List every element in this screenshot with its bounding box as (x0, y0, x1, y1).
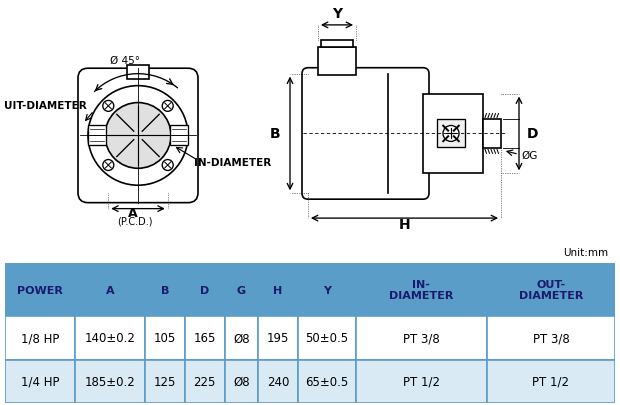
Text: B: B (269, 127, 280, 141)
Bar (75, 263, 145, 316)
Bar (5, 316, 75, 360)
Circle shape (162, 160, 173, 171)
Text: Ø8: Ø8 (233, 375, 250, 388)
Text: D: D (200, 285, 210, 295)
Text: Ø 45°: Ø 45° (110, 56, 140, 66)
Bar (224, 263, 258, 316)
Text: Ø8: Ø8 (233, 332, 250, 345)
Bar (5, 263, 75, 316)
Bar (423, 94, 483, 174)
Text: H: H (399, 217, 410, 232)
Bar (356, 263, 487, 316)
Text: Y: Y (323, 285, 331, 295)
Text: PT 1/2: PT 1/2 (403, 375, 440, 388)
Bar (145, 360, 185, 403)
Bar (487, 316, 615, 360)
FancyBboxPatch shape (78, 69, 198, 203)
Bar (88, 126, 106, 146)
Bar (318, 48, 356, 75)
Text: 1/4 HP: 1/4 HP (21, 375, 60, 388)
Bar (258, 263, 298, 316)
Text: 165: 165 (193, 332, 216, 345)
Bar (224, 360, 258, 403)
Bar (75, 316, 145, 360)
Text: 140±0.2: 140±0.2 (85, 332, 136, 345)
Text: B: B (161, 285, 169, 295)
Text: UIT-DIAMETER: UIT-DIAMETER (4, 100, 87, 110)
Text: 185±0.2: 185±0.2 (85, 375, 136, 388)
Text: Y: Y (332, 7, 342, 21)
Bar (437, 120, 465, 148)
Circle shape (105, 103, 171, 169)
Bar (145, 316, 185, 360)
Bar (185, 316, 224, 360)
Bar (185, 263, 224, 316)
Bar (321, 41, 353, 48)
Bar (224, 316, 258, 360)
Bar (487, 263, 615, 316)
Bar (75, 360, 145, 403)
Text: PT 3/8: PT 3/8 (403, 332, 440, 345)
Bar (356, 360, 487, 403)
Bar (487, 360, 615, 403)
Bar (356, 316, 487, 360)
FancyBboxPatch shape (302, 68, 429, 200)
Text: A: A (128, 206, 138, 219)
Text: 195: 195 (267, 332, 289, 345)
Bar (298, 316, 356, 360)
Circle shape (443, 126, 459, 142)
Text: 65±0.5: 65±0.5 (305, 375, 348, 388)
Text: OUT-
DIAMETER: OUT- DIAMETER (519, 279, 583, 301)
Text: PT 1/2: PT 1/2 (533, 375, 570, 388)
Text: A: A (106, 285, 115, 295)
Text: G: G (237, 285, 246, 295)
Text: 125: 125 (154, 375, 176, 388)
Circle shape (88, 86, 188, 186)
Circle shape (103, 101, 114, 112)
Bar (298, 360, 356, 403)
Text: (P.C.D.): (P.C.D.) (117, 216, 153, 226)
Bar (170, 126, 188, 146)
Bar (145, 263, 185, 316)
Bar (258, 316, 298, 360)
Text: 105: 105 (154, 332, 176, 345)
Text: 1/8 HP: 1/8 HP (21, 332, 60, 345)
Text: Unit:mm: Unit:mm (563, 247, 608, 257)
Text: IN-
DIAMETER: IN- DIAMETER (389, 279, 453, 301)
Bar (127, 66, 149, 80)
Bar (5, 360, 75, 403)
Text: PT 3/8: PT 3/8 (533, 332, 569, 345)
Text: IN-DIAMETER: IN-DIAMETER (194, 158, 272, 168)
Circle shape (162, 101, 173, 112)
Bar (483, 119, 501, 149)
Text: D: D (527, 127, 539, 141)
Bar (258, 360, 298, 403)
Bar (185, 360, 224, 403)
Text: 50±0.5: 50±0.5 (305, 332, 348, 345)
Bar (298, 263, 356, 316)
Text: 225: 225 (193, 375, 216, 388)
Text: ØG: ØG (521, 150, 538, 160)
Circle shape (103, 160, 114, 171)
Text: POWER: POWER (17, 285, 63, 295)
Text: 240: 240 (267, 375, 289, 388)
Text: H: H (273, 285, 283, 295)
